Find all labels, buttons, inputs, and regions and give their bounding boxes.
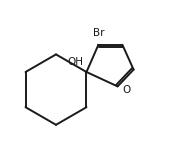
Text: O: O bbox=[122, 85, 131, 95]
Text: OH: OH bbox=[67, 57, 83, 67]
Text: Br: Br bbox=[93, 28, 104, 38]
